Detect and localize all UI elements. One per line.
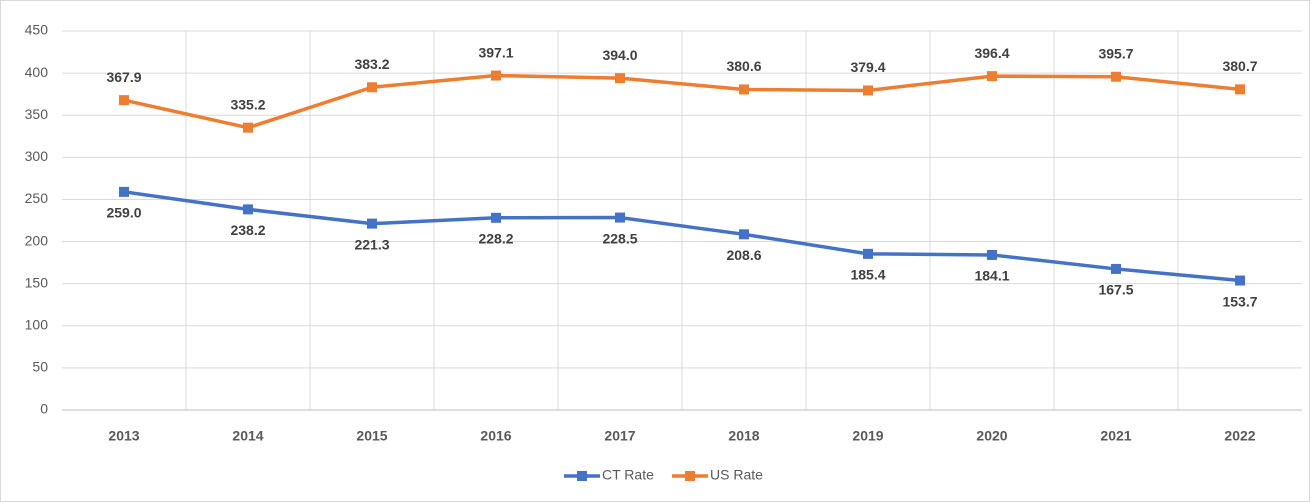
marker <box>1111 71 1121 82</box>
y-tick-label: 50 <box>32 359 48 375</box>
legend-marker <box>685 471 695 481</box>
data-label: 380.7 <box>1222 58 1257 74</box>
marker <box>491 70 501 81</box>
marker <box>615 73 625 84</box>
data-label: 221.3 <box>354 236 389 252</box>
x-tick-label: 2021 <box>1100 428 1131 444</box>
x-tick-label: 2022 <box>1224 428 1255 444</box>
x-tick-label: 2015 <box>356 428 387 444</box>
marker <box>1111 263 1121 274</box>
y-tick-label: 200 <box>25 232 49 248</box>
y-tick-label: 400 <box>25 64 49 80</box>
x-tick-label: 2017 <box>604 428 635 444</box>
marker <box>739 84 749 95</box>
marker <box>243 122 253 133</box>
data-label: 184.1 <box>974 268 1009 284</box>
marker <box>987 71 997 82</box>
data-label: 335.2 <box>230 96 265 112</box>
data-label: 397.1 <box>478 44 513 60</box>
data-label: 185.4 <box>850 267 885 283</box>
marker <box>367 82 377 93</box>
x-tick-label: 2014 <box>232 428 263 444</box>
x-tick-label: 2019 <box>852 428 883 444</box>
legend-label: CT Rate <box>602 467 654 483</box>
x-tick-label: 2016 <box>480 428 511 444</box>
marker <box>1235 84 1245 95</box>
marker <box>119 186 129 197</box>
data-label: 228.5 <box>602 230 637 246</box>
marker <box>615 212 625 223</box>
y-tick-label: 450 <box>25 22 49 38</box>
series-line <box>123 190 1241 283</box>
data-label: 259.0 <box>106 205 141 221</box>
y-tick-label: 350 <box>25 106 49 122</box>
data-label: 238.2 <box>230 222 265 238</box>
x-tick-label: 2018 <box>728 428 759 444</box>
marker <box>367 218 377 229</box>
marker <box>243 204 253 215</box>
data-label: 167.5 <box>1098 282 1133 298</box>
y-tick-label: 150 <box>25 274 49 290</box>
marker <box>1235 275 1245 286</box>
series-line <box>123 73 1241 130</box>
marker <box>987 249 997 260</box>
data-label: 383.2 <box>354 56 389 72</box>
data-label: 379.4 <box>850 59 885 75</box>
marker <box>491 212 501 223</box>
legend-label: US Rate <box>710 467 763 483</box>
y-tick-label: 250 <box>25 190 49 206</box>
data-label: 228.2 <box>478 231 513 247</box>
x-tick-label: 2013 <box>108 428 139 444</box>
legend-marker <box>577 471 587 481</box>
marker <box>119 95 129 106</box>
data-label: 367.9 <box>106 69 141 85</box>
data-label: 208.6 <box>726 247 761 263</box>
data-label: 395.7 <box>1098 45 1133 61</box>
y-tick-label: 100 <box>25 316 49 332</box>
y-tick-label: 300 <box>25 148 49 164</box>
x-tick-label: 2020 <box>976 428 1007 444</box>
data-label: 396.4 <box>974 45 1009 61</box>
data-label: 380.6 <box>726 58 761 74</box>
marker <box>863 85 873 96</box>
marker <box>739 229 749 240</box>
data-label: 153.7 <box>1222 293 1257 309</box>
marker <box>863 248 873 259</box>
data-label: 394.0 <box>602 47 637 63</box>
y-tick-label: 0 <box>40 401 48 417</box>
